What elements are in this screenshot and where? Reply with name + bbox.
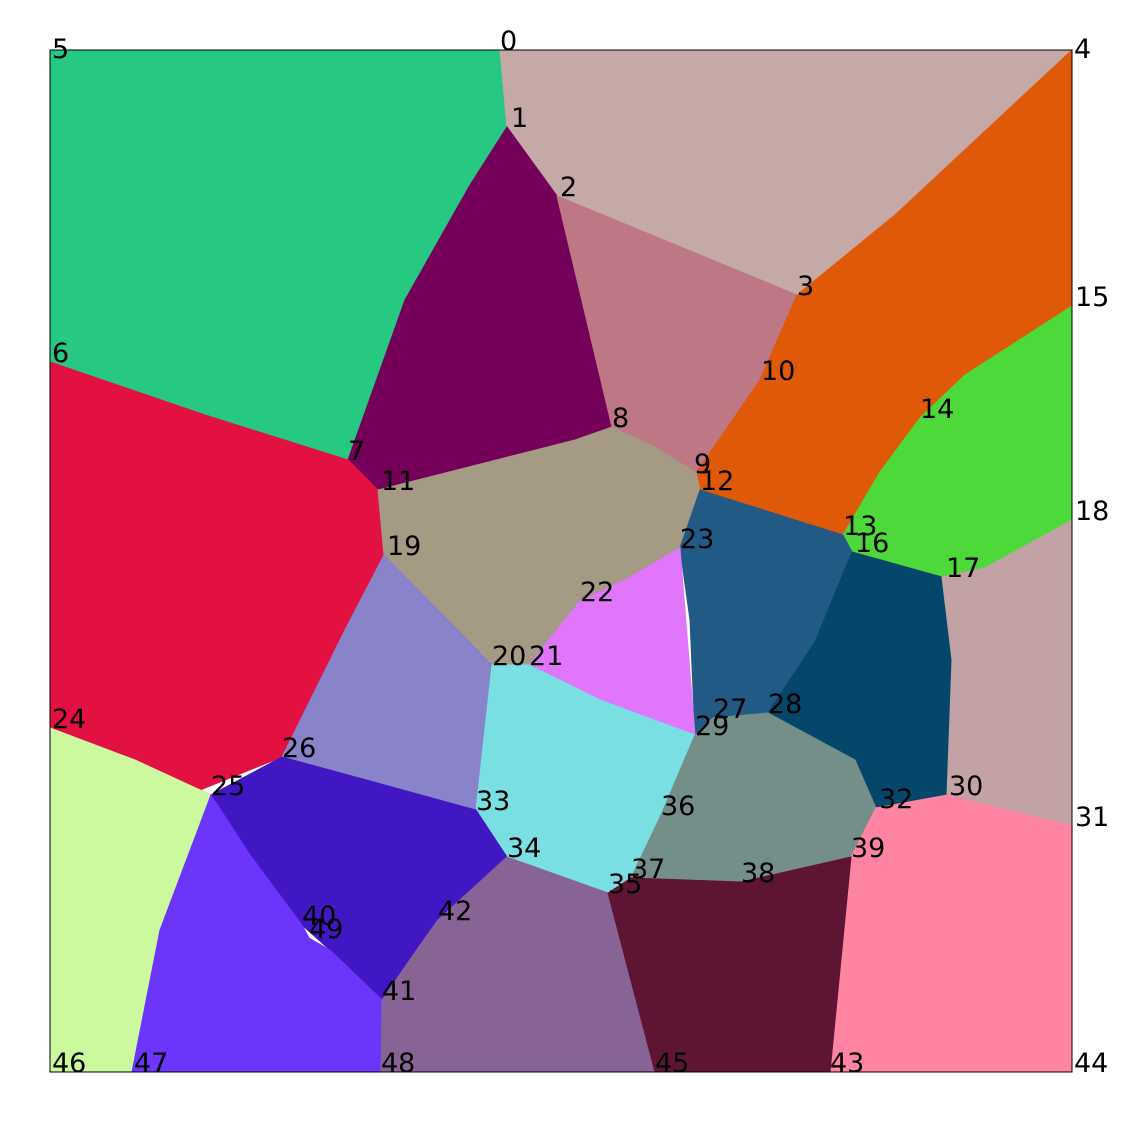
vertex-label-11: 11 [381, 466, 415, 497]
vertex-label-16: 16 [855, 528, 889, 559]
vertex-label-48: 48 [381, 1048, 415, 1079]
vertex-label-34: 34 [507, 833, 541, 864]
vertex-label-4: 4 [1074, 34, 1091, 65]
vertex-label-3: 3 [797, 271, 814, 302]
vertex-label-33: 33 [476, 786, 510, 817]
vertex-label-7: 7 [348, 436, 365, 467]
vertex-label-37: 37 [631, 854, 665, 885]
region-violet [131, 793, 383, 1073]
vertex-label-45: 45 [655, 1048, 689, 1079]
vertex-label-21: 21 [529, 641, 563, 672]
vertex-label-14: 14 [920, 394, 954, 425]
vertex-label-2: 2 [560, 172, 577, 203]
vertex-label-5: 5 [52, 34, 69, 65]
vertex-label-17: 17 [946, 553, 980, 584]
vertex-label-42: 42 [438, 896, 472, 927]
vertex-label-27: 27 [713, 694, 747, 725]
vertex-label-41: 41 [382, 976, 416, 1007]
vertex-label-49: 49 [309, 914, 343, 945]
vertex-label-46: 46 [52, 1048, 86, 1079]
vertex-label-19: 19 [387, 531, 421, 562]
vertex-label-31: 31 [1075, 802, 1109, 833]
vertex-label-9: 9 [694, 449, 711, 480]
vertex-label-15: 15 [1075, 282, 1109, 313]
vertex-label-23: 23 [680, 524, 714, 555]
regions-layer [49, 48, 1074, 1073]
vertex-label-10: 10 [761, 356, 795, 387]
diagram-frame [49, 49, 1073, 1073]
vertex-label-29: 29 [695, 711, 729, 742]
vertex-label-26: 26 [282, 733, 316, 764]
vertex-label-32: 32 [879, 784, 913, 815]
vertex-label-39: 39 [851, 833, 885, 864]
vertex-label-36: 36 [661, 791, 695, 822]
vertex-label-6: 6 [52, 338, 69, 369]
vertex-label-30: 30 [949, 771, 983, 802]
vertex-label-38: 38 [741, 858, 775, 889]
vertex-label-35: 35 [608, 869, 642, 900]
vertex-label-13: 13 [843, 511, 877, 542]
vertex-label-44: 44 [1074, 1048, 1108, 1079]
vertex-label-18: 18 [1075, 496, 1109, 527]
vertex-label-25: 25 [211, 771, 245, 802]
vertex-label-1: 1 [511, 103, 528, 134]
vertex-label-43: 43 [830, 1048, 864, 1079]
vertex-label-47: 47 [134, 1048, 168, 1079]
vertex-label-28: 28 [768, 689, 802, 720]
vertex-label-12: 12 [700, 466, 734, 497]
vertex-label-8: 8 [612, 403, 629, 434]
vertex-label-0: 0 [500, 26, 517, 57]
vertex-label-40: 40 [302, 901, 336, 932]
vertex-label-24: 24 [52, 704, 86, 735]
vertex-label-22: 22 [580, 577, 614, 608]
vertex-label-20: 20 [492, 641, 526, 672]
